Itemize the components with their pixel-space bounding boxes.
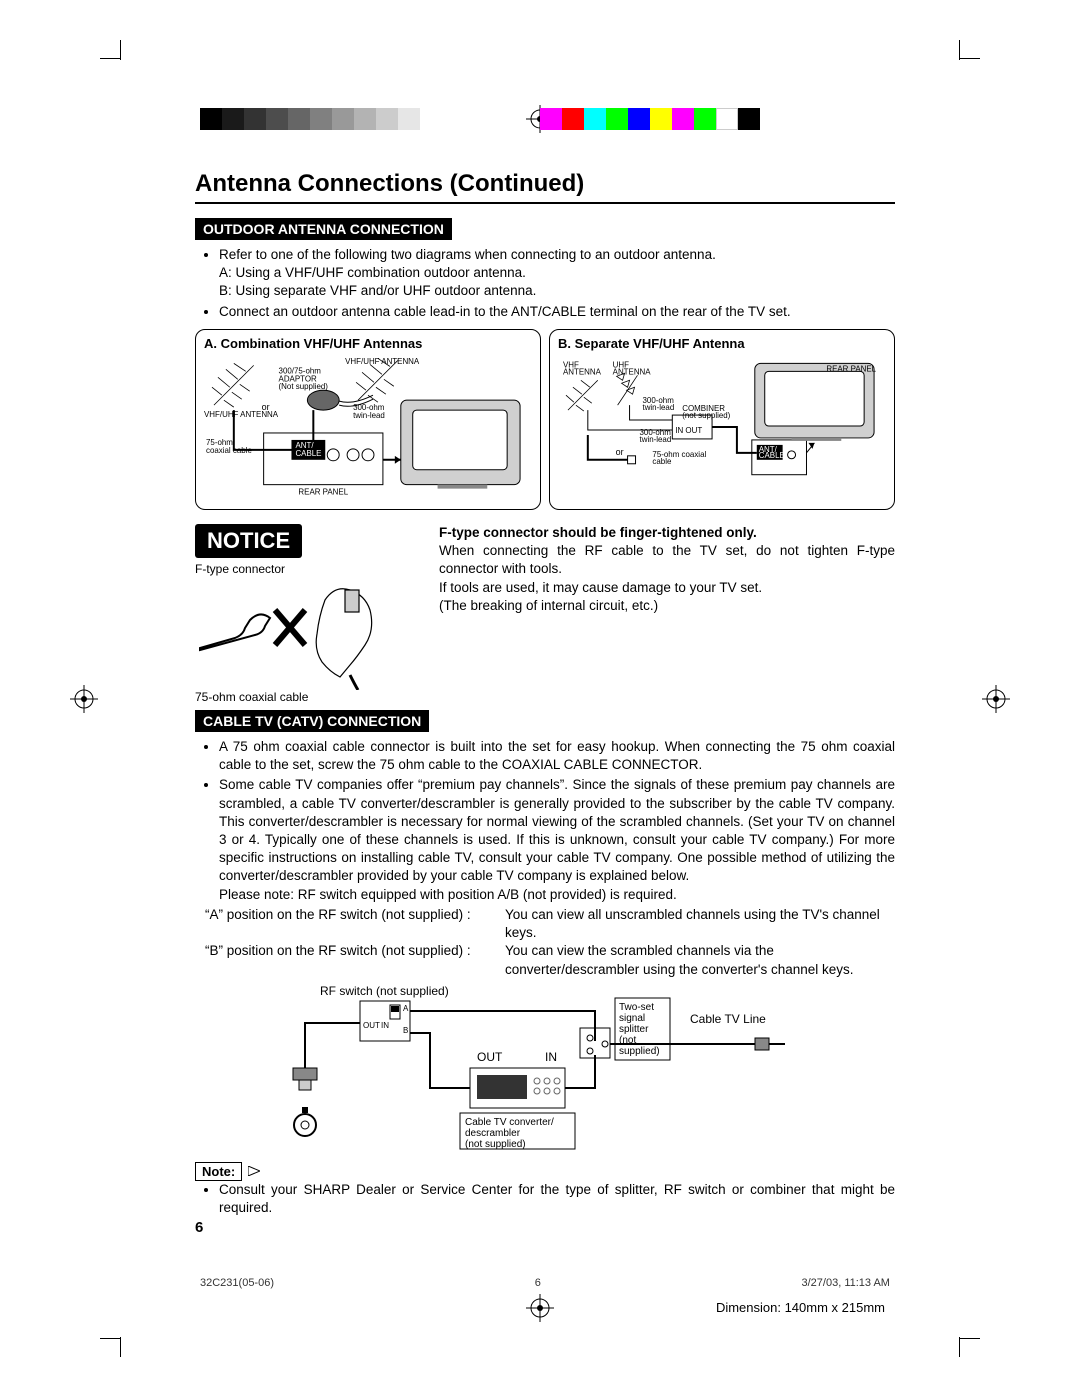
svg-text:REAR PANEL: REAR PANEL bbox=[826, 364, 876, 373]
catv-bullets: A 75 ohm coaxial cable connector is buil… bbox=[195, 738, 895, 904]
diagram-b-title: B. Separate VHF/UHF Antenna bbox=[558, 336, 886, 351]
grayscale-bars bbox=[200, 108, 442, 130]
svg-text:or: or bbox=[616, 447, 624, 457]
svg-text:UHFANTENNA: UHFANTENNA bbox=[613, 360, 652, 376]
svg-text:Cable TV converter/descrambler: Cable TV converter/descrambler(not suppl… bbox=[465, 1117, 554, 1150]
svg-text:300-ohmtwin-lead: 300-ohmtwin-lead bbox=[642, 396, 674, 412]
notice-text: F-type connector should be finger-tighte… bbox=[439, 524, 895, 615]
svg-text:300-ohmtwin-lead: 300-ohmtwin-lead bbox=[640, 428, 672, 444]
notice-illustration bbox=[195, 580, 395, 690]
color-bars bbox=[540, 108, 760, 130]
svg-text:B: B bbox=[403, 1026, 408, 1035]
crop-mark bbox=[100, 1338, 120, 1339]
note-row: Note: bbox=[195, 1156, 895, 1181]
registration-mark-icon bbox=[526, 1294, 554, 1322]
svg-text:A: A bbox=[403, 1004, 409, 1013]
rf-a-rhs: You can view all unscrambled channels us… bbox=[505, 906, 895, 942]
please-note: Please note: RF switch equipped with pos… bbox=[219, 887, 677, 902]
bullet: Connect an outdoor antenna cable lead-in… bbox=[219, 303, 895, 321]
svg-text:VHFANTENNA: VHFANTENNA bbox=[563, 360, 602, 376]
svg-text:75-ohm coaxialcable: 75-ohm coaxialcable bbox=[652, 450, 706, 466]
footer: 32C231(05-06) 6 3/27/03, 11:13 AM bbox=[200, 1277, 890, 1289]
triangle-icon bbox=[248, 1163, 260, 1179]
svg-text:COMBINER(not supplied): COMBINER(not supplied) bbox=[682, 404, 730, 420]
crop-mark bbox=[120, 1337, 121, 1357]
svg-text:OUT: OUT bbox=[363, 1021, 380, 1030]
notice-body: When connecting the RF cable to the TV s… bbox=[439, 542, 895, 578]
sub-line: B: Using separate VHF and/or UHF outdoor… bbox=[219, 283, 536, 298]
svg-text:300/75-ohmADAPTOR(Not supplied: 300/75-ohmADAPTOR(Not supplied) bbox=[279, 366, 329, 391]
note-bullets: Consult your SHARP Dealer or Service Cen… bbox=[195, 1181, 895, 1217]
crop-mark bbox=[959, 40, 960, 60]
svg-text:Two-setsignalsplitter(notsuppl: Two-setsignalsplitter(notsupplied) bbox=[619, 1002, 660, 1057]
bullet-text: Some cable TV companies offer “premium p… bbox=[219, 777, 895, 883]
coax-label: 75-ohm coaxial cable bbox=[195, 690, 425, 704]
bullet-text: Refer to one of the following two diagra… bbox=[219, 247, 716, 262]
page-number: 6 bbox=[195, 1219, 895, 1236]
diagram-a-title: A. Combination VHF/UHF Antennas bbox=[204, 336, 532, 351]
note-title: Note: bbox=[195, 1162, 242, 1181]
bullet: Refer to one of the following two diagra… bbox=[219, 246, 895, 301]
footer-page: 6 bbox=[535, 1277, 541, 1289]
footer-doc: 32C231(05-06) bbox=[200, 1277, 274, 1289]
crop-mark bbox=[960, 58, 980, 59]
footer-timestamp: 3/27/03, 11:13 AM bbox=[802, 1277, 890, 1289]
registration-mark-icon bbox=[70, 685, 98, 713]
notice-body: If tools are used, it may cause damage t… bbox=[439, 579, 895, 597]
dimension-text: Dimension: 140mm x 215mm bbox=[716, 1300, 885, 1315]
rf-a-lhs: “A” position on the RF switch (not suppl… bbox=[205, 906, 505, 942]
catv-diagram: RF switch (not supplied) A B OUT IN OUT … bbox=[255, 983, 815, 1153]
diagram-row: A. Combination VHF/UHF Antennas VHF/UHF … bbox=[195, 329, 895, 510]
outdoor-header: OUTDOOR ANTENNA CONNECTION bbox=[195, 218, 452, 240]
bullet: Some cable TV companies offer “premium p… bbox=[219, 776, 895, 904]
page-title: Antenna Connections (Continued) bbox=[195, 170, 895, 204]
crop-mark bbox=[960, 1338, 980, 1339]
crop-mark bbox=[120, 40, 121, 60]
bullet: A 75 ohm coaxial cable connector is buil… bbox=[219, 738, 895, 774]
svg-text:VHF/UHF ANTENNA: VHF/UHF ANTENNA bbox=[345, 357, 420, 366]
rf-b-rhs: You can view the scrambled channels via … bbox=[505, 942, 895, 978]
notice-left: NOTICE F-type connector bbox=[195, 524, 425, 704]
notice-body: (The breaking of internal circuit, etc.) bbox=[439, 597, 895, 615]
crop-mark bbox=[959, 1337, 960, 1357]
svg-text:IN OUT: IN OUT bbox=[675, 426, 702, 435]
notice-heading: F-type connector should be finger-tighte… bbox=[439, 524, 895, 542]
bullet: Consult your SHARP Dealer or Service Cen… bbox=[219, 1181, 895, 1217]
svg-text:RF switch (not supplied): RF switch (not supplied) bbox=[320, 984, 449, 998]
svg-text:Cable TV Line: Cable TV Line bbox=[690, 1012, 766, 1026]
diagram-a-svg: VHF/UHF ANTENNA VHF/UHF ANTENNA 300/75-o… bbox=[204, 355, 532, 500]
page-content: Antenna Connections (Continued) OUTDOOR … bbox=[195, 170, 895, 1236]
catv-header: CABLE TV (CATV) CONNECTION bbox=[195, 710, 429, 732]
rf-lines: “A” position on the RF switch (not suppl… bbox=[195, 906, 895, 979]
crop-mark bbox=[100, 58, 120, 59]
svg-text:OUT: OUT bbox=[477, 1050, 503, 1064]
diagram-b: B. Separate VHF/UHF Antenna VHFANTENNA U… bbox=[549, 329, 895, 510]
svg-text:300-ohmtwin-lead: 300-ohmtwin-lead bbox=[353, 403, 385, 420]
ftype-label: F-type connector bbox=[195, 562, 425, 576]
outdoor-bullets: Refer to one of the following two diagra… bbox=[195, 246, 895, 321]
svg-text:REAR PANEL: REAR PANEL bbox=[298, 487, 348, 496]
diagram-b-svg: VHFANTENNA UHFANTENNA 300-ohmtwin-lead 3… bbox=[558, 355, 886, 500]
sub-line: A: Using a VHF/UHF combination outdoor a… bbox=[219, 265, 526, 280]
svg-text:IN: IN bbox=[381, 1021, 389, 1030]
notice-row: NOTICE F-type connector bbox=[195, 524, 895, 704]
rf-b-lhs: “B” position on the RF switch (not suppl… bbox=[205, 942, 505, 978]
svg-text:or: or bbox=[262, 402, 270, 412]
registration-mark-icon bbox=[982, 685, 1010, 713]
svg-text:IN: IN bbox=[545, 1050, 557, 1064]
svg-text:75-ohmcoaxial cable: 75-ohmcoaxial cable bbox=[206, 438, 252, 455]
diagram-a: A. Combination VHF/UHF Antennas VHF/UHF … bbox=[195, 329, 541, 510]
notice-badge: NOTICE bbox=[195, 524, 302, 558]
